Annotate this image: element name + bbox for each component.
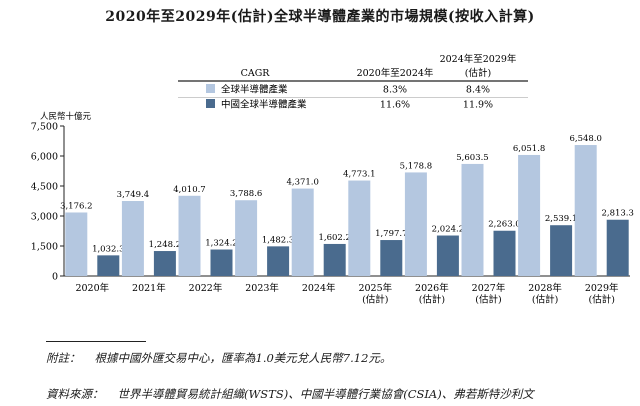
bar-global xyxy=(291,188,314,276)
x-tick-label: 2024年 xyxy=(302,282,336,294)
bar-value-label: 2,539.1 xyxy=(545,214,577,224)
x-tick-label: 2027年 xyxy=(472,282,506,294)
bar-value-label: 1,324.2 xyxy=(205,239,237,249)
x-tick-label: 2023年 xyxy=(245,282,279,294)
bar-china xyxy=(210,249,233,276)
bar-value-label: 2,263.0 xyxy=(488,220,520,230)
bar-value-label: 3,788.6 xyxy=(230,189,262,199)
bar-value-label: 3,176.2 xyxy=(60,201,92,211)
bar-global xyxy=(518,154,541,276)
cagr-header-label: CAGR xyxy=(241,68,271,79)
cagr-legend-swatch xyxy=(206,84,215,93)
chart-title: 2020年至2029年(估計)全球半導體產業的市場規模(按收入計算) xyxy=(105,9,535,25)
bar-value-label: 1,032.3 xyxy=(92,244,124,254)
x-tick-label: 2029年 xyxy=(585,282,619,294)
y-tick-label: 6,000 xyxy=(31,152,58,163)
y-tick-label: 1,500 xyxy=(31,242,58,253)
bar-global xyxy=(65,212,88,276)
bar-global xyxy=(235,200,258,276)
bar-value-label: 4,773.1 xyxy=(343,170,375,180)
bar-global xyxy=(348,180,371,276)
bar-china xyxy=(380,240,403,276)
cagr-row-value: 8.4% xyxy=(466,85,490,96)
source-label: 資料來源： xyxy=(46,387,104,401)
bar-value-label: 3,749.4 xyxy=(117,190,149,200)
bar-china xyxy=(323,243,346,276)
bar-value-label: 4,371.0 xyxy=(286,178,318,188)
bar-china xyxy=(436,235,459,276)
bar-value-label: 1,797.7 xyxy=(375,229,407,239)
x-tick-label: (估計) xyxy=(475,294,501,306)
bar-global xyxy=(121,201,144,276)
bar-value-label: 2,024.2 xyxy=(432,225,464,235)
bar-value-label: 1,602.2 xyxy=(318,233,350,243)
cagr-row-value: 11.9% xyxy=(463,100,493,111)
note-sources: 資料來源： 世界半導體貿易統計組織(WSTS)、中國半導體行業協會(CSIA)、弗… xyxy=(46,386,534,402)
y-tick-label: 3,000 xyxy=(31,212,58,223)
bar-value-label: 1,482.3 xyxy=(262,235,294,245)
bar-value-label: 5,178.8 xyxy=(400,161,432,171)
bar-global xyxy=(461,163,484,276)
note-text: 根據中國外匯交易中心，匯率為1.0美元兌人民幣7.12元。 xyxy=(94,351,392,365)
cagr-row-label: 中國全球半導體產業 xyxy=(221,99,307,111)
bar-value-label: 2,813.3 xyxy=(601,209,633,219)
x-tick-label: 2022年 xyxy=(189,282,223,294)
bar-global xyxy=(574,145,597,276)
x-tick-label: (估計) xyxy=(362,294,388,306)
cagr-header-col2: 2024年至2029年 xyxy=(440,53,517,65)
x-tick-label: (估計) xyxy=(419,294,445,306)
note-exchange-rate: 附註： 根據中國外匯交易中心，匯率為1.0美元兌人民幣7.12元。 xyxy=(46,350,391,366)
y-tick-label: 4,500 xyxy=(31,182,58,193)
y-tick-label: 0 xyxy=(52,272,58,283)
x-tick-label: 2028年 xyxy=(528,282,562,294)
cagr-header-col1: 2020年至2024年 xyxy=(357,67,434,79)
cagr-header-col2-sub: (估計) xyxy=(465,67,491,79)
bar-value-label: 6,548.0 xyxy=(569,134,601,144)
y-tick-label: 7,500 xyxy=(31,122,58,133)
bar-china xyxy=(606,219,629,276)
bar-value-label: 4,010.7 xyxy=(173,185,205,195)
y-axis-title: 人民幣十億元 xyxy=(40,111,92,122)
x-tick-label: 2021年 xyxy=(132,282,166,294)
cagr-row-value: 8.3% xyxy=(383,85,407,96)
source-text: 世界半導體貿易統計組織(WSTS)、中國半導體行業協會(CSIA)、弗若斯特沙利… xyxy=(117,387,534,401)
bar-china xyxy=(97,255,120,276)
bar-china xyxy=(550,225,573,276)
cagr-legend-swatch xyxy=(206,99,215,108)
x-tick-label: 2020年 xyxy=(75,282,109,294)
bar-china xyxy=(153,251,176,276)
bar-china xyxy=(267,246,290,276)
cagr-row-value: 11.6% xyxy=(380,100,410,111)
bar-value-label: 1,248.2 xyxy=(149,240,181,250)
bar-value-label: 5,603.5 xyxy=(456,153,488,163)
x-tick-label: 2025年 xyxy=(358,282,392,294)
bar-global xyxy=(178,195,201,276)
bar-value-label: 6,051.8 xyxy=(513,144,545,154)
notes-divider xyxy=(46,341,146,342)
x-tick-label: 2026年 xyxy=(415,282,449,294)
bar-china xyxy=(493,230,516,276)
x-tick-label: (估計) xyxy=(588,294,614,306)
x-tick-label: (估計) xyxy=(532,294,558,306)
cagr-row-label: 全球半導體產業 xyxy=(221,84,288,96)
bar-global xyxy=(404,172,427,276)
note-label: 附註： xyxy=(46,351,81,365)
